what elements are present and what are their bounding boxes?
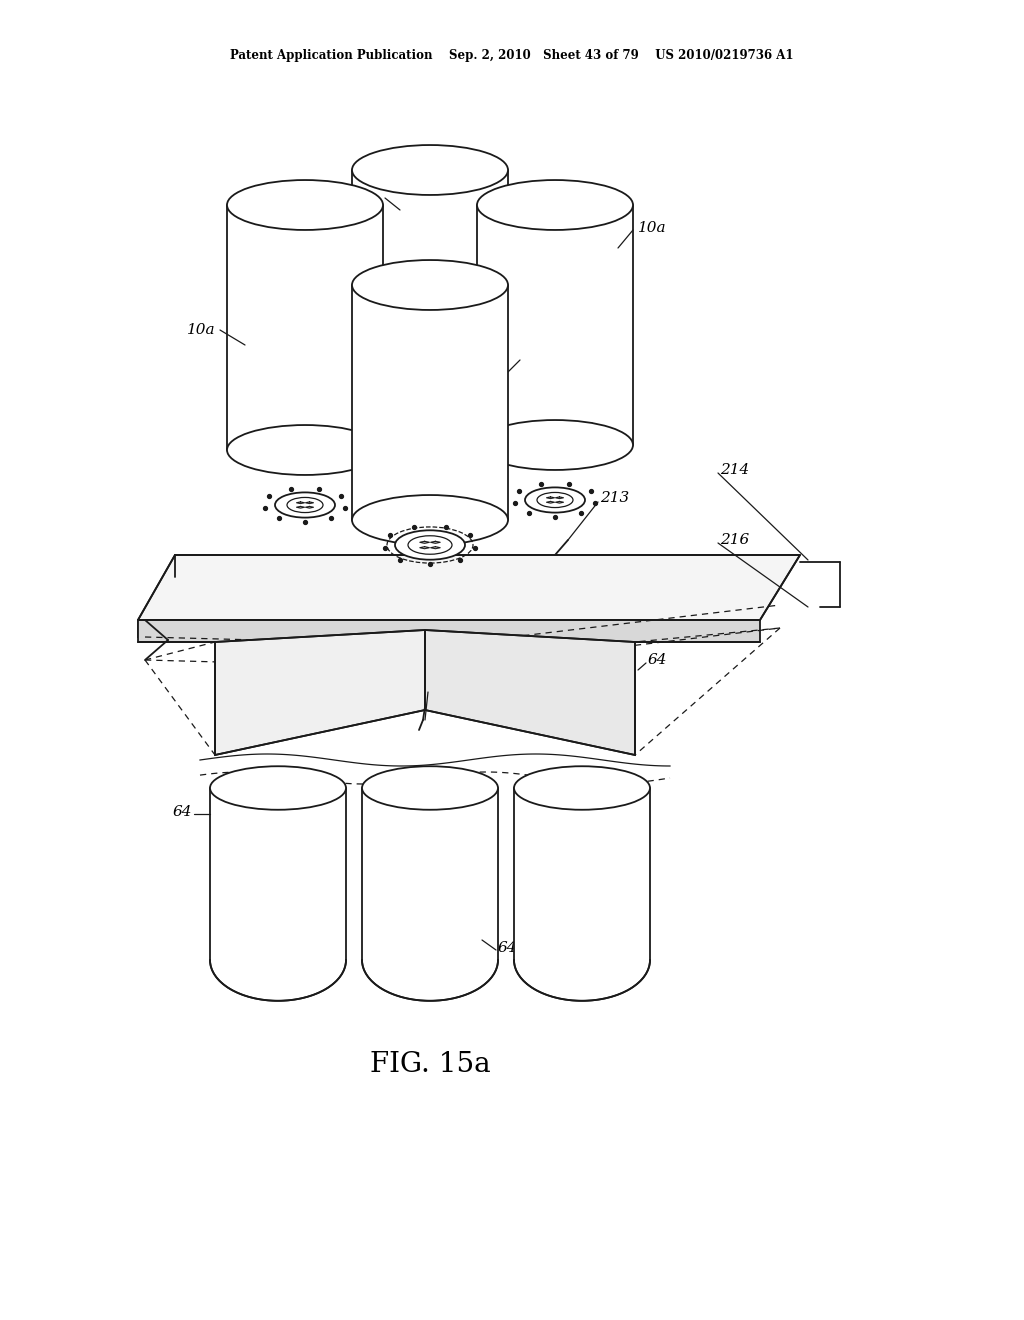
- Polygon shape: [477, 205, 633, 445]
- Polygon shape: [305, 507, 313, 508]
- Polygon shape: [362, 960, 498, 1001]
- Polygon shape: [352, 170, 508, 440]
- Text: FIG. 15a: FIG. 15a: [370, 1052, 490, 1078]
- Polygon shape: [210, 788, 346, 960]
- Ellipse shape: [352, 495, 508, 545]
- Ellipse shape: [275, 492, 335, 517]
- Ellipse shape: [525, 487, 585, 512]
- Text: Patent Application Publication    Sep. 2, 2010   Sheet 43 of 79    US 2010/02197: Patent Application Publication Sep. 2, 2…: [230, 49, 794, 62]
- Polygon shape: [352, 285, 508, 520]
- Text: 64: 64: [172, 805, 193, 818]
- Ellipse shape: [227, 180, 383, 230]
- Ellipse shape: [227, 425, 383, 475]
- Text: 64: 64: [498, 941, 517, 954]
- Polygon shape: [425, 630, 635, 755]
- Polygon shape: [555, 496, 563, 499]
- Polygon shape: [420, 546, 429, 549]
- Polygon shape: [227, 205, 383, 450]
- Polygon shape: [547, 502, 555, 503]
- Text: 10a: 10a: [522, 348, 551, 362]
- Polygon shape: [210, 960, 346, 1001]
- Polygon shape: [138, 620, 760, 642]
- Ellipse shape: [287, 498, 323, 512]
- Text: 216: 216: [720, 533, 750, 546]
- Polygon shape: [215, 630, 425, 755]
- Ellipse shape: [352, 145, 508, 195]
- Polygon shape: [431, 541, 440, 544]
- Text: 10a: 10a: [338, 191, 367, 205]
- Ellipse shape: [477, 180, 633, 230]
- Ellipse shape: [210, 766, 346, 809]
- Text: 214: 214: [720, 463, 750, 477]
- Text: 10a: 10a: [187, 323, 216, 337]
- Text: 64: 64: [648, 653, 668, 667]
- Polygon shape: [555, 502, 563, 503]
- Polygon shape: [138, 554, 800, 620]
- Ellipse shape: [537, 492, 573, 508]
- Polygon shape: [547, 496, 555, 499]
- Ellipse shape: [362, 766, 498, 809]
- Ellipse shape: [352, 414, 508, 465]
- Polygon shape: [305, 502, 313, 504]
- Ellipse shape: [352, 260, 508, 310]
- Polygon shape: [420, 541, 429, 544]
- Text: 10: 10: [594, 413, 613, 426]
- Text: 213: 213: [600, 491, 630, 506]
- Text: 10a: 10a: [638, 220, 667, 235]
- Ellipse shape: [395, 531, 465, 560]
- Polygon shape: [514, 960, 650, 1001]
- Polygon shape: [297, 502, 304, 504]
- Text: 220: 220: [430, 682, 459, 697]
- Polygon shape: [431, 546, 440, 549]
- Ellipse shape: [477, 420, 633, 470]
- Polygon shape: [514, 788, 650, 960]
- Polygon shape: [362, 788, 498, 960]
- Ellipse shape: [408, 536, 452, 554]
- Ellipse shape: [514, 766, 650, 809]
- Polygon shape: [297, 507, 304, 508]
